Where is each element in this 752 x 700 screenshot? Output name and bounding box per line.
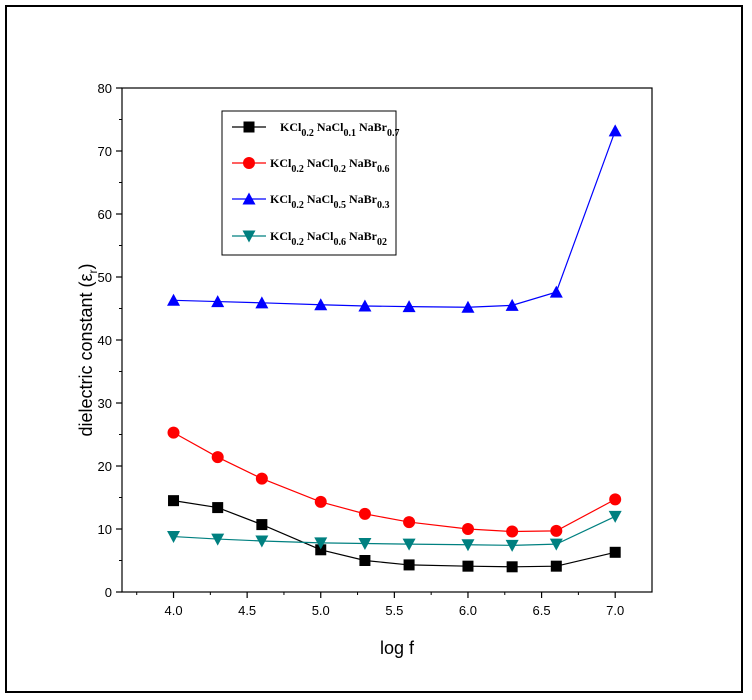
data-point xyxy=(211,295,225,308)
data-point xyxy=(256,519,268,531)
data-point xyxy=(403,516,416,529)
data-point xyxy=(212,502,224,514)
data-point xyxy=(549,538,563,551)
legend-marker xyxy=(242,230,256,243)
data-point xyxy=(462,560,474,572)
data-point xyxy=(609,546,621,558)
x-tick-label: 6.5 xyxy=(533,603,551,618)
y-tick-label: 70 xyxy=(98,144,112,159)
data-point xyxy=(506,525,519,538)
data-point xyxy=(402,538,416,551)
data-point xyxy=(506,561,518,573)
data-point xyxy=(550,524,563,537)
series-2 xyxy=(167,426,622,538)
x-tick-label: 6.0 xyxy=(459,603,477,618)
y-axis-title: dielectric constant (εr) xyxy=(76,263,100,436)
x-tick-label: 4.5 xyxy=(238,603,256,618)
x-tick-label: 5.0 xyxy=(312,603,330,618)
data-point xyxy=(359,555,371,566)
outer-frame xyxy=(5,5,743,693)
y-tick-label: 10 xyxy=(98,522,112,537)
data-point xyxy=(315,544,327,556)
data-point xyxy=(255,296,269,309)
series-1 xyxy=(168,495,621,573)
data-point xyxy=(608,510,622,523)
data-point xyxy=(167,293,181,306)
data-point xyxy=(314,298,328,311)
legend-marker xyxy=(243,157,255,169)
data-point xyxy=(168,495,180,507)
y-tick-label: 60 xyxy=(98,207,112,222)
legend-label: KCl0.2 NaCl0.1 NaBr0.7 xyxy=(280,120,400,139)
y-tick-label: 20 xyxy=(98,459,112,474)
data-point xyxy=(358,299,372,312)
data-point xyxy=(167,426,180,439)
series-3 xyxy=(167,124,622,313)
data-point xyxy=(211,533,225,546)
data-point xyxy=(461,539,475,552)
series-line xyxy=(173,500,616,568)
data-point xyxy=(403,559,415,571)
x-tick-label: 4.0 xyxy=(164,603,182,618)
data-point xyxy=(609,493,622,506)
legend-label: KCl0.2 NaCl0.5 NaBr0.3 xyxy=(270,192,390,211)
y-axis-title-group: dielectric constant (εr) xyxy=(76,263,100,436)
data-point xyxy=(211,451,224,464)
legend-label: KCl0.2 NaCl0.2 NaBr0.6 xyxy=(270,156,390,175)
y-tick-label: 40 xyxy=(98,333,112,348)
legend-label: KCl0.2 NaCl0.6 NaBr02 xyxy=(270,229,387,248)
y-tick-label: 30 xyxy=(98,396,112,411)
data-point xyxy=(255,472,268,485)
data-point xyxy=(358,537,372,550)
series-line xyxy=(173,130,616,308)
series-line xyxy=(173,432,616,533)
data-point xyxy=(167,531,181,544)
series-line xyxy=(173,515,616,546)
y-tick-label: 0 xyxy=(105,585,112,600)
legend: KCl0.2 NaCl0.1 NaBr0.7 KCl0.2 NaCl0.2 Na… xyxy=(221,110,400,256)
series-4 xyxy=(167,510,622,552)
legend-marker xyxy=(243,121,255,133)
data-point xyxy=(402,300,416,313)
data-point xyxy=(314,537,328,550)
data-point xyxy=(358,507,371,520)
x-tick-label: 5.5 xyxy=(385,603,403,618)
data-point xyxy=(314,495,327,508)
data-point xyxy=(255,535,269,548)
x-tick-label: 7.0 xyxy=(606,603,624,618)
data-point xyxy=(505,539,519,552)
y-tick-label: 50 xyxy=(98,270,112,285)
data-point xyxy=(550,560,562,572)
data-point xyxy=(461,523,474,535)
x-axis-title: log f xyxy=(380,638,415,658)
legend-marker xyxy=(242,192,256,205)
y-tick-label: 80 xyxy=(98,81,112,96)
data-point xyxy=(549,285,563,298)
data-point xyxy=(461,300,475,313)
data-point xyxy=(505,298,519,311)
data-point xyxy=(608,124,622,137)
